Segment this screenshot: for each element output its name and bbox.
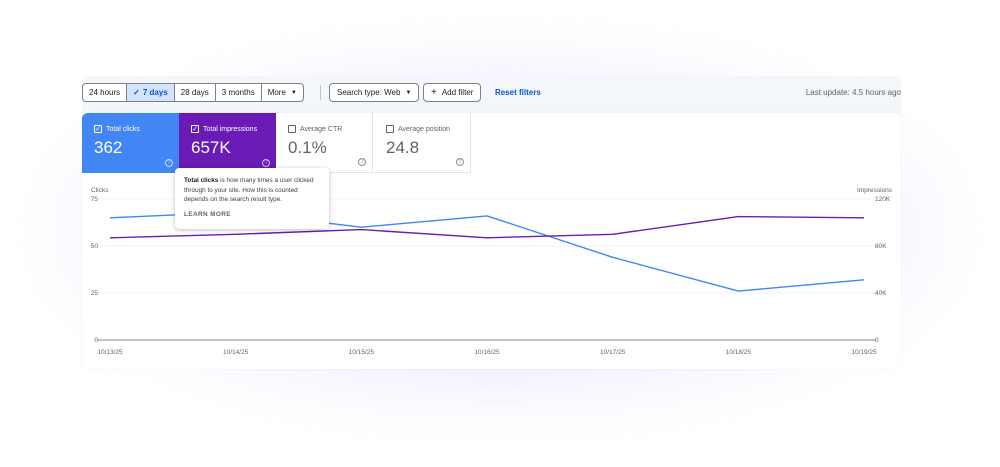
- add-filter-button[interactable]: + Add filter: [423, 83, 482, 102]
- help-icon[interactable]: ?: [456, 158, 464, 166]
- range-more-dropdown[interactable]: More ▼: [267, 88, 297, 97]
- metric-value: 0.1%: [288, 138, 327, 157]
- range-28-days-button[interactable]: 28 days: [175, 84, 216, 101]
- plus-icon: +: [431, 87, 437, 98]
- range-7-days-button[interactable]: ✓ 7 days: [127, 84, 175, 101]
- learn-more-link[interactable]: LEARN MORE: [184, 210, 231, 218]
- metric-total-clicks[interactable]: ✓ Total clicks 362 ?: [82, 113, 179, 173]
- date-range-selector: 24 hours ✓ 7 days 28 days 3 months More ▼: [82, 83, 304, 102]
- range-3-months-button[interactable]: 3 months: [216, 84, 262, 101]
- help-icon[interactable]: ?: [358, 158, 366, 166]
- checkbox-checked-icon[interactable]: ✓: [94, 125, 102, 133]
- metric-tooltip: Total clicks is how many times a user cl…: [175, 168, 329, 229]
- reset-filters-link[interactable]: Reset filters: [495, 88, 541, 97]
- checkbox-checked-icon[interactable]: ✓: [191, 125, 199, 133]
- metric-average-position[interactable]: Average position 24.8 ?: [374, 113, 471, 173]
- checkbox-unchecked-icon[interactable]: [386, 125, 394, 133]
- help-icon[interactable]: ?: [165, 159, 173, 167]
- toolbar: 24 hours ✓ 7 days 28 days 3 months More ▼ …: [82, 83, 901, 102]
- tooltip-text: Total clicks is how many times a user cl…: [184, 177, 314, 203]
- checkbox-unchecked-icon[interactable]: [288, 125, 296, 133]
- check-icon: ✓: [133, 88, 140, 97]
- dropdown-arrow-icon: ▼: [405, 89, 412, 96]
- toolbar-divider: [320, 85, 321, 100]
- metric-average-ctr[interactable]: Average CTR 0.1% ?: [276, 113, 373, 173]
- range-24-hours-button[interactable]: 24 hours: [83, 84, 128, 101]
- help-icon[interactable]: ?: [262, 159, 270, 167]
- metric-value: 24.8: [386, 138, 420, 157]
- search-type-dropdown[interactable]: Search type: Web ▼: [329, 83, 420, 102]
- metric-value: 657K: [191, 138, 231, 157]
- metric-total-impressions[interactable]: ✓ Total impressions 657K ?: [179, 113, 276, 173]
- last-update-text: Last update: 4.5 hours ago: [805, 88, 901, 97]
- tooltip-term: Total clicks: [184, 177, 219, 184]
- dropdown-arrow-icon: ▼: [290, 89, 297, 96]
- metric-value: 362: [94, 138, 123, 157]
